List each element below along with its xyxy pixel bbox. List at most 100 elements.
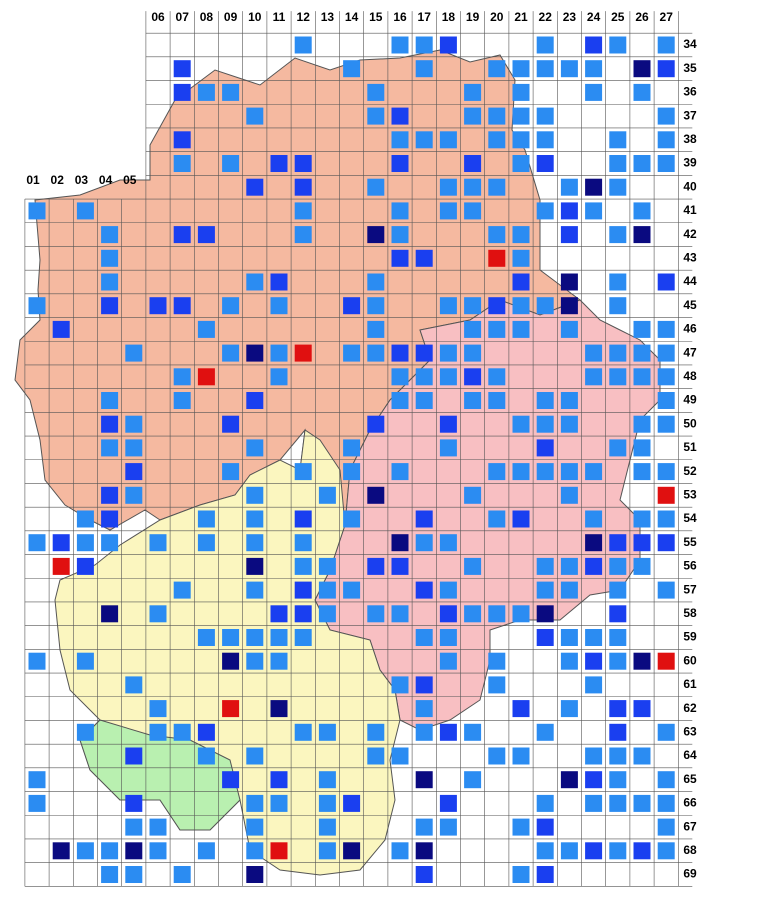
column-label: 17 <box>418 10 432 24</box>
occurrence-cell <box>391 131 409 149</box>
occurrence-cell <box>609 368 627 386</box>
occurrence-cell <box>270 605 288 623</box>
row-label: 63 <box>683 724 697 738</box>
occurrence-cell <box>464 368 482 386</box>
occurrence-cell <box>101 534 119 552</box>
occurrence-cell <box>560 320 578 338</box>
occurrence-cell <box>488 676 506 694</box>
occurrence-cell <box>609 794 627 812</box>
occurrence-cell <box>149 297 167 315</box>
occurrence-cell <box>28 794 46 812</box>
occurrence-cell <box>657 60 675 78</box>
occurrence-cell <box>125 439 143 457</box>
occurrence-cell <box>415 368 433 386</box>
occurrence-cell <box>391 36 409 54</box>
occurrence-cell <box>367 723 385 741</box>
occurrence-cell <box>270 652 288 670</box>
occurrence-cell <box>173 392 191 409</box>
occurrence-cell <box>560 463 578 481</box>
occurrence-cell <box>609 652 627 670</box>
row-label: 50 <box>683 416 697 430</box>
occurrence-cell <box>246 510 264 528</box>
occurrence-cell <box>173 131 191 149</box>
occurrence-cell <box>294 202 312 220</box>
occurrence-cell <box>560 60 578 78</box>
occurrence-cell <box>560 771 578 789</box>
occurrence-cell <box>657 415 675 433</box>
occurrence-cell <box>536 866 554 883</box>
occurrence-cell <box>415 392 433 409</box>
occurrence-cell <box>609 155 627 172</box>
occurrence-cell <box>560 842 578 860</box>
occurrence-cell <box>488 131 506 149</box>
occurrence-cell <box>391 605 409 623</box>
occurrence-cell <box>415 629 433 646</box>
occurrence-cell <box>585 202 603 220</box>
occurrence-cell <box>609 605 627 623</box>
occurrence-cell <box>318 557 336 575</box>
occurrence-cell <box>536 581 554 599</box>
occurrence-cell <box>367 415 385 433</box>
occurrence-cell <box>488 226 506 244</box>
occurrence-cell <box>657 842 675 860</box>
occurrence-cell <box>657 794 675 812</box>
occurrence-cell <box>585 83 603 101</box>
occurrence-cell <box>657 771 675 789</box>
occurrence-cell <box>657 723 675 741</box>
row-label: 66 <box>683 796 697 810</box>
occurrence-cell <box>609 723 627 741</box>
occurrence-cell <box>415 700 433 718</box>
occurrence-cell <box>633 83 651 101</box>
occurrence-cell <box>101 439 119 457</box>
occurrence-cell <box>415 36 433 54</box>
occurrence-cell <box>560 392 578 409</box>
occurrence-cell <box>270 273 288 291</box>
occurrence-cell <box>415 818 433 836</box>
occurrence-cell <box>439 581 457 599</box>
occurrence-cell <box>488 510 506 528</box>
occurrence-cell <box>657 273 675 291</box>
row-label: 45 <box>683 298 697 312</box>
occurrence-cell <box>246 866 264 883</box>
occurrence-cell <box>294 581 312 599</box>
occurrence-cell <box>536 818 554 836</box>
occurrence-cell <box>149 723 167 741</box>
occurrence-cell <box>197 83 215 101</box>
occurrence-cell <box>294 723 312 741</box>
occurrence-cell <box>415 249 433 267</box>
occurrence-cell <box>173 83 191 101</box>
occurrence-cell <box>318 581 336 599</box>
occurrence-cell <box>488 107 506 125</box>
occurrence-cell <box>464 178 482 196</box>
occurrence-cell <box>633 439 651 457</box>
occurrence-cell <box>439 794 457 812</box>
occurrence-cell <box>246 652 264 670</box>
occurrence-cell <box>391 226 409 244</box>
occurrence-cell <box>197 226 215 244</box>
occurrence-cell <box>52 320 70 338</box>
occurrence-cell <box>657 463 675 481</box>
occurrence-cell <box>28 202 46 220</box>
occurrence-cell <box>585 557 603 575</box>
occurrence-cell <box>246 273 264 291</box>
occurrence-cell <box>633 344 651 362</box>
row-label: 48 <box>683 369 697 383</box>
occurrence-cell <box>464 723 482 741</box>
column-label: 02 <box>51 173 65 187</box>
occurrence-cell <box>125 842 143 860</box>
column-label: 13 <box>321 10 335 24</box>
occurrence-cell <box>101 297 119 315</box>
occurrence-cell <box>633 842 651 860</box>
row-label: 67 <box>683 819 697 833</box>
row-label: 51 <box>683 440 697 454</box>
occurrence-cell <box>246 794 264 812</box>
occurrence-cell <box>560 700 578 718</box>
occurrence-cell <box>657 344 675 362</box>
occurrence-cell <box>585 178 603 196</box>
occurrence-cell <box>197 723 215 741</box>
occurrence-cell <box>464 557 482 575</box>
occurrence-cell <box>536 60 554 78</box>
occurrence-cell <box>415 866 433 883</box>
occurrence-cell <box>318 723 336 741</box>
occurrence-cell <box>464 155 482 172</box>
